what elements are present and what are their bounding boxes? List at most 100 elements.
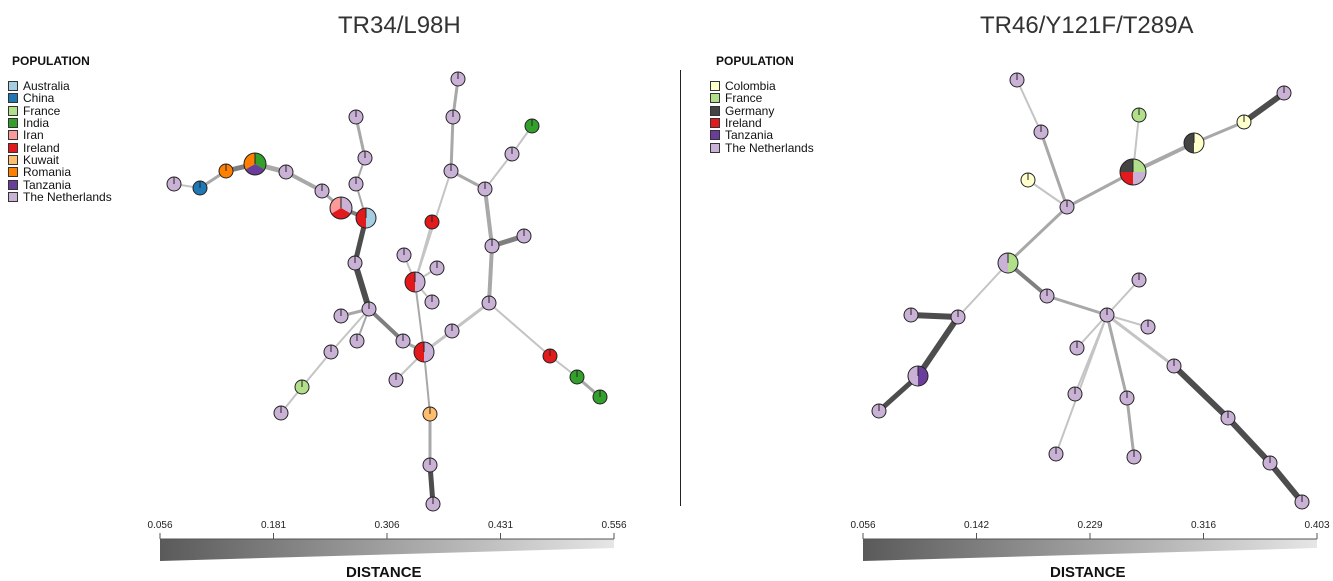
network-node — [443, 163, 459, 179]
right-distance-label: DISTANCE — [1050, 564, 1126, 581]
network-edge — [1106, 279, 1140, 316]
legend-swatch — [710, 142, 720, 153]
legend-item: France — [8, 105, 112, 117]
network-node — [1236, 114, 1252, 130]
legend-label: Romania — [23, 165, 72, 180]
legend-label: France — [23, 103, 61, 118]
network-node — [395, 333, 411, 349]
network-node — [192, 180, 208, 196]
network-edge — [1225, 415, 1273, 466]
legend-item: Germany — [710, 105, 814, 117]
network-node — [294, 379, 310, 395]
network-node — [1099, 307, 1115, 323]
network-node — [429, 260, 445, 276]
network-node — [903, 307, 919, 323]
network-node — [333, 308, 349, 324]
legend-item: Kuwait — [8, 154, 112, 166]
network-edge — [1267, 460, 1305, 505]
legend-swatch — [710, 130, 720, 141]
network-node — [1166, 358, 1182, 374]
network-node — [1119, 390, 1135, 406]
network-node — [273, 405, 289, 421]
left-distance-label: DISTANCE — [346, 564, 422, 581]
network-node — [329, 196, 353, 220]
distance-tick-label: 0.181 — [261, 520, 286, 531]
network-node — [425, 496, 441, 512]
network-edge — [1171, 363, 1231, 421]
network-node — [349, 333, 365, 349]
legend-swatch — [710, 93, 720, 104]
network-node — [1140, 319, 1156, 335]
right-legend-title: POPULATION — [716, 54, 794, 68]
network-node — [1131, 272, 1147, 288]
distance-tick-label: 0.306 — [374, 520, 399, 531]
legend-swatch — [8, 118, 18, 129]
legend-item: The Netherlands — [710, 141, 814, 154]
network-edge — [1016, 79, 1042, 133]
left-network-title: TR34/L98H — [338, 12, 461, 39]
legend-swatch — [710, 118, 720, 129]
network-node — [1069, 340, 1085, 356]
distance-tick-label: 0.431 — [488, 520, 513, 531]
network-node — [1039, 288, 1055, 304]
distance-tick-label: 0.056 — [147, 520, 172, 531]
network-edge — [1105, 313, 1176, 368]
network-edge — [908, 312, 961, 320]
network-node — [355, 207, 377, 229]
network-edge — [488, 302, 551, 357]
network-node — [1033, 124, 1049, 140]
network-edge — [414, 281, 425, 353]
network-node — [314, 183, 330, 199]
network-node — [1183, 132, 1205, 154]
network-node — [323, 344, 339, 360]
distance-tick-label: 0.056 — [850, 520, 875, 531]
legend-swatch — [8, 130, 18, 141]
network-node — [357, 150, 373, 166]
legend-swatch — [8, 93, 18, 104]
legend-label: Ireland — [725, 116, 762, 131]
legend-swatch — [8, 154, 18, 165]
network-node — [422, 406, 438, 422]
network-node — [1067, 386, 1083, 402]
network-node — [1119, 158, 1147, 186]
right-legend: Colombia France Germany Ireland Tanzania The … — [710, 80, 814, 154]
network-edge — [330, 308, 370, 353]
legend-item: Ireland — [710, 117, 814, 129]
legend-swatch — [8, 167, 18, 178]
distance-tick-label: 0.556 — [601, 520, 626, 531]
network-node — [1126, 449, 1142, 465]
network-node — [278, 164, 294, 180]
network-edge — [1027, 179, 1068, 208]
legend-label: Tanzania — [725, 128, 774, 143]
legend-label: India — [23, 116, 50, 131]
network-node — [361, 301, 377, 317]
network-node — [1020, 172, 1036, 188]
legend-item: The Netherlands — [8, 191, 112, 203]
network-node — [484, 238, 500, 254]
network-node — [569, 369, 585, 385]
legend-swatch — [8, 179, 18, 190]
legend-item: Romania — [8, 166, 112, 178]
right-network-title: TR46/Y121F/T289A — [980, 12, 1194, 39]
network-node — [592, 389, 608, 405]
distance-tick-label: 0.316 — [1191, 520, 1216, 531]
legend-swatch — [8, 81, 18, 92]
legend-swatch — [8, 105, 18, 116]
network-node — [1262, 455, 1278, 471]
distance-tick-label: 0.229 — [1077, 520, 1102, 531]
network-node — [1009, 72, 1025, 88]
legend-item: Tanzania — [8, 178, 112, 191]
distance-gradient-bar — [160, 539, 614, 561]
network-edge — [483, 187, 494, 248]
network-node — [1294, 494, 1310, 510]
network-edge — [450, 301, 491, 333]
network-edge — [1055, 314, 1108, 455]
legend-item: Ireland — [8, 141, 112, 154]
legend-item: Iran — [8, 129, 112, 141]
network-edge — [1006, 205, 1069, 265]
legend-label: Colombia — [725, 79, 776, 94]
distance-tick-label: 0.403 — [1304, 520, 1329, 531]
network-edge — [915, 314, 961, 379]
network-node — [516, 228, 532, 244]
